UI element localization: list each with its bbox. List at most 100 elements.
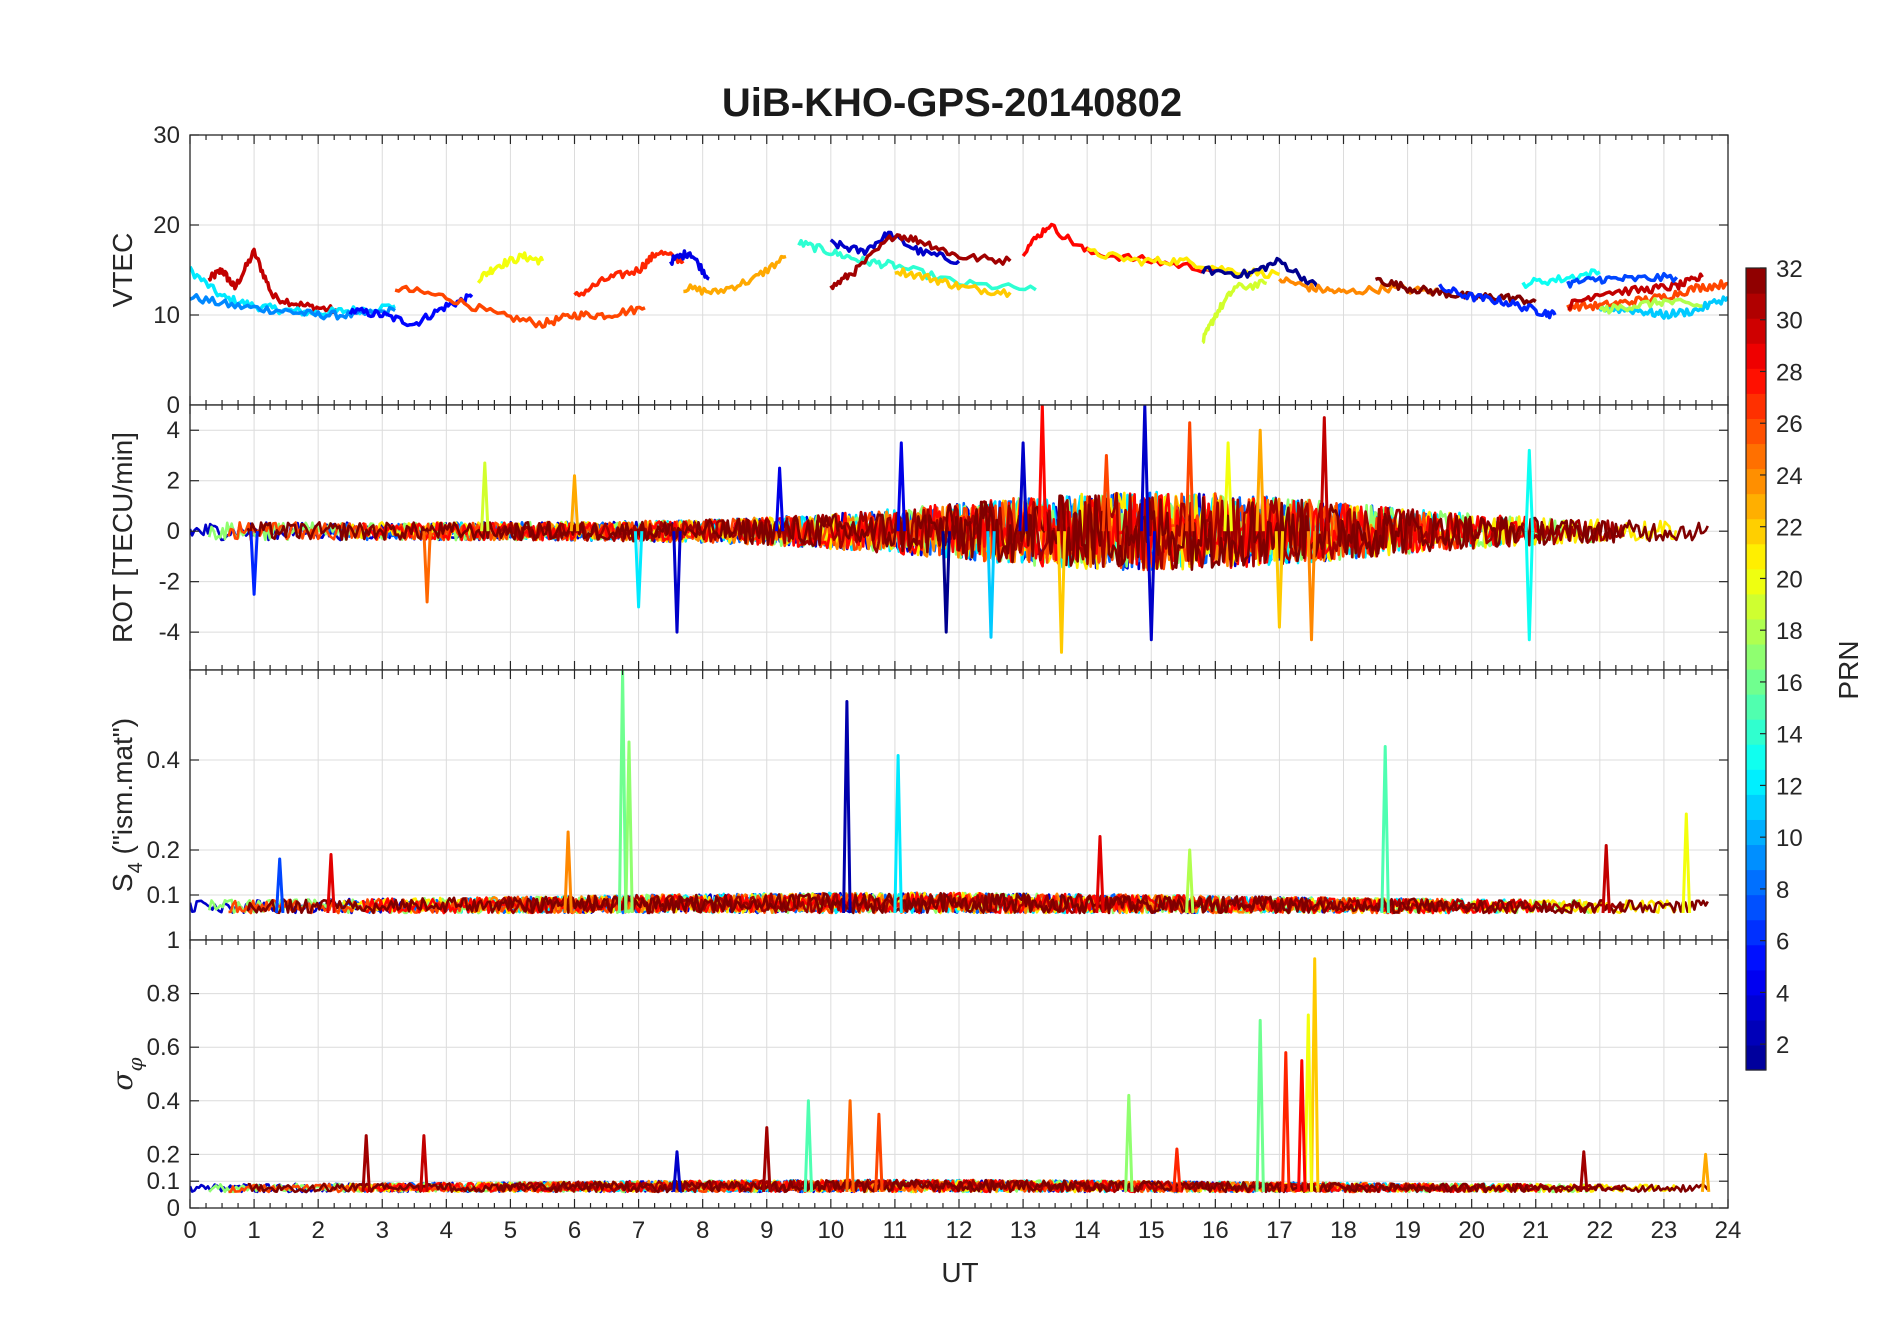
vtec-series-prn-4 bbox=[669, 249, 710, 281]
sigma_phi-ytick-label: 0.1 bbox=[147, 1168, 180, 1195]
vtec-series-prn-3 bbox=[829, 230, 961, 266]
rot-series-prn-32 bbox=[246, 494, 1709, 572]
rot-spike bbox=[1319, 416, 1329, 532]
colorbar-segment bbox=[1746, 518, 1766, 545]
rot-ytick-label: -2 bbox=[159, 569, 180, 596]
x-tick-label: 23 bbox=[1651, 1217, 1678, 1244]
vtec-data bbox=[190, 222, 1728, 345]
x-tick-label: 16 bbox=[1202, 1217, 1229, 1244]
x-tick-label: 14 bbox=[1074, 1217, 1101, 1244]
sigma_phi-spike bbox=[1700, 1152, 1711, 1193]
vtec-series-prn-6 bbox=[1438, 283, 1557, 320]
sigma_phi-spike bbox=[361, 1134, 371, 1192]
s4-spike bbox=[1185, 848, 1195, 914]
colorbar-tick-label: 10 bbox=[1776, 825, 1803, 852]
x-tick-label: 3 bbox=[376, 1217, 389, 1244]
rot-ytick-label-top: 0 bbox=[167, 392, 180, 419]
sigma_phi-spike bbox=[1172, 1147, 1182, 1193]
colorbar-segment bbox=[1746, 944, 1766, 971]
vtec-series-prn-30 bbox=[1567, 272, 1704, 311]
s4-spike bbox=[842, 700, 852, 914]
sigma_phi-spike bbox=[1297, 1059, 1307, 1192]
colorbar-tick-label: 32 bbox=[1776, 256, 1803, 283]
colorbar-segment bbox=[1746, 593, 1766, 620]
sigma_phi-spike bbox=[874, 1112, 884, 1192]
rot-spike bbox=[1140, 405, 1150, 532]
colorbar-segment bbox=[1746, 669, 1766, 695]
x-tick-label: 5 bbox=[504, 1217, 517, 1244]
colorbar-segment bbox=[1746, 1044, 1766, 1071]
vtec-series-prn-5 bbox=[348, 293, 474, 328]
colorbar-tick-label: 8 bbox=[1776, 877, 1789, 904]
colorbar-segment bbox=[1746, 919, 1766, 946]
s4-ytick-label: 0.1 bbox=[147, 882, 180, 909]
colorbar-tick-label: 14 bbox=[1776, 722, 1803, 749]
s4-spike bbox=[1681, 812, 1692, 914]
colorbar-tick-label: 20 bbox=[1776, 566, 1803, 593]
rot-spike bbox=[1056, 531, 1067, 654]
vtec-x-ticks bbox=[189, 135, 1729, 405]
colorbar-segment bbox=[1746, 819, 1766, 846]
s4-ylabel-rest: ("ism.mat") bbox=[107, 718, 138, 862]
rot-ytick-label: 4 bbox=[167, 417, 180, 444]
sigma_phi-ytick-label-top: 1 bbox=[167, 927, 180, 954]
vtec-series-prn-14 bbox=[797, 238, 1037, 292]
x-tick-label: 24 bbox=[1715, 1217, 1742, 1244]
rot-spike bbox=[480, 461, 490, 532]
sigma-phi-panel: 00.10.2 0.4 0.6 0.8 1 σφ bbox=[106, 927, 1729, 1222]
sigma_phi-ytick-label: 0.4 bbox=[147, 1088, 180, 1115]
rot-spike bbox=[633, 531, 644, 609]
x-tick-label: 15 bbox=[1138, 1217, 1165, 1244]
colorbar-segment bbox=[1746, 894, 1766, 921]
x-tick-label: 19 bbox=[1394, 1217, 1421, 1244]
colorbar-segment bbox=[1746, 568, 1766, 595]
rot-spike bbox=[1037, 405, 1047, 532]
s4-spike bbox=[624, 740, 634, 914]
chart-title: UiB-KHO-GPS-20140802 bbox=[722, 81, 1182, 125]
rot-spike bbox=[896, 441, 906, 532]
rot-spike bbox=[422, 531, 432, 604]
sigma_phi-ytick-label: 0.6 bbox=[147, 1034, 180, 1061]
colorbar-segment bbox=[1746, 418, 1766, 445]
s4-data bbox=[190, 670, 1709, 915]
sigma_phi-spike bbox=[1281, 1051, 1291, 1192]
x-tick-label: 18 bbox=[1330, 1217, 1357, 1244]
rot-spike bbox=[986, 531, 996, 639]
s4-spike bbox=[1380, 745, 1390, 914]
colorbar-segment bbox=[1746, 643, 1766, 670]
x-tick-label: 20 bbox=[1458, 1217, 1485, 1244]
vtec-y-axis-label: VTEC bbox=[107, 233, 138, 308]
colorbar-tick-label: 2 bbox=[1776, 1032, 1789, 1059]
sigma_phi-spike bbox=[1124, 1093, 1134, 1192]
s4-spike bbox=[563, 830, 573, 914]
colorbar-segment bbox=[1746, 468, 1766, 495]
s4-x-ticks bbox=[189, 670, 1729, 940]
colorbar-tick-label: 22 bbox=[1776, 515, 1803, 542]
rot-ytick-label: -4 bbox=[159, 619, 180, 646]
vtec-series-prn-13 bbox=[1521, 268, 1601, 289]
rot-spike bbox=[1018, 441, 1028, 532]
sigma_phi-ytick-label: 0.2 bbox=[147, 1141, 180, 1168]
vtec-series-prn-7 bbox=[1566, 271, 1679, 289]
rot-spike bbox=[1185, 421, 1195, 532]
rot-spike bbox=[1524, 448, 1534, 532]
colorbar-segment bbox=[1746, 969, 1766, 996]
colorbar-segment bbox=[1746, 1019, 1766, 1046]
x-tick-label: 21 bbox=[1522, 1217, 1549, 1244]
colorbar-tick-label: 24 bbox=[1776, 463, 1803, 490]
sigma_phi-spike bbox=[1255, 1018, 1265, 1192]
x-tick-label: 17 bbox=[1266, 1217, 1293, 1244]
rot-spike bbox=[1223, 441, 1233, 532]
colorbar-frame bbox=[1745, 267, 1767, 1071]
colorbar-segment bbox=[1746, 493, 1766, 520]
rot-spike bbox=[1255, 428, 1265, 532]
colorbar-segment bbox=[1746, 318, 1766, 344]
colorbar-segment bbox=[1746, 844, 1766, 871]
sigma_phi-series-prn-32 bbox=[247, 1178, 1709, 1194]
sigma_phi-x-ticks bbox=[189, 940, 1729, 1208]
colorbar-segment bbox=[1746, 293, 1766, 319]
x-tick-label: 1 bbox=[247, 1217, 260, 1244]
sigma_phi-spike bbox=[803, 1099, 814, 1192]
rot-x-ticks bbox=[189, 405, 1729, 670]
